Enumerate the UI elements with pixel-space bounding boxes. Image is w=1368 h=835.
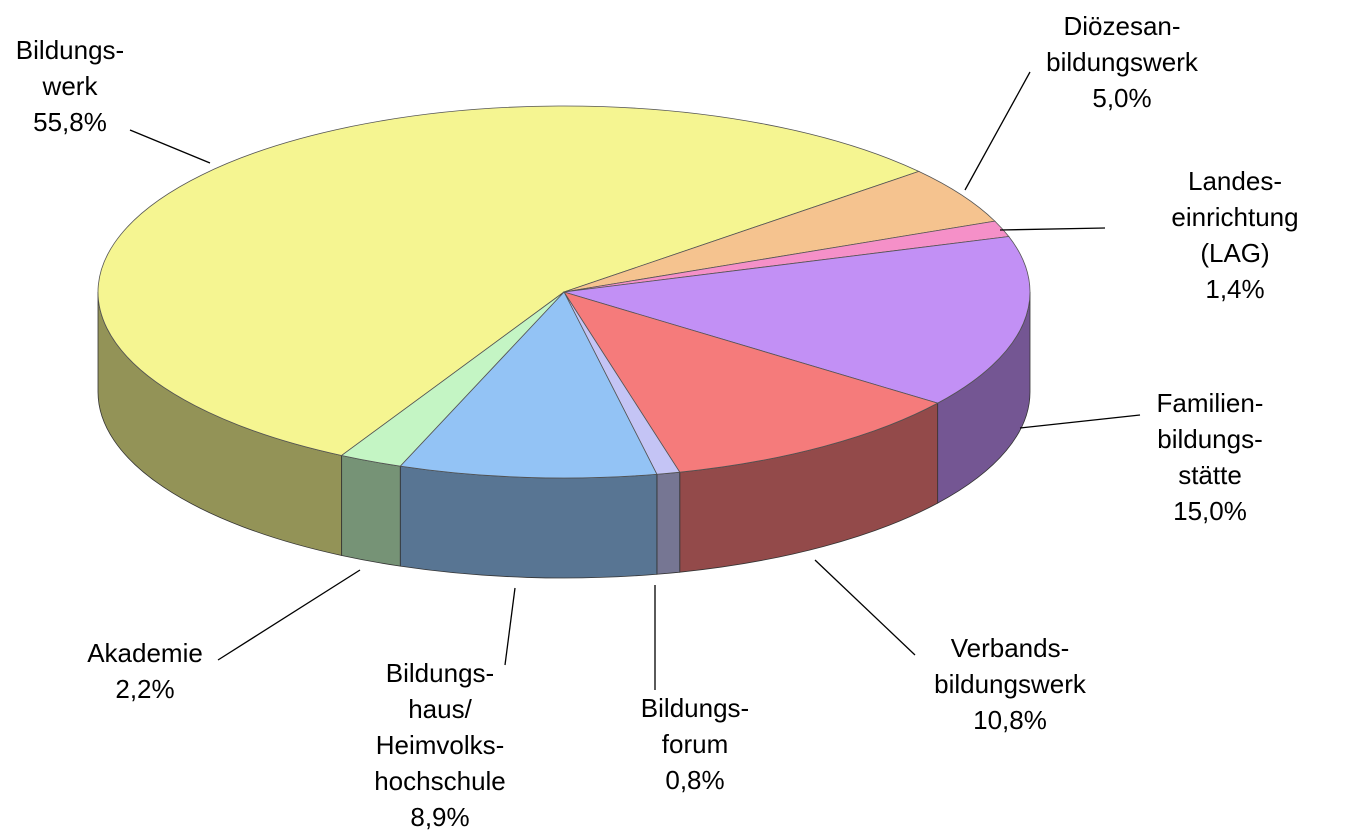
value-label: 55,8% [33,107,107,137]
pie-slice [399,291,658,479]
pie-slice-side [399,465,658,579]
value-label: 15,0% [1173,496,1247,526]
category-label: Akademie [87,638,203,668]
value-label: 0,8% [665,765,725,795]
slice-label: Diözesan- bildungswerk 5,0% [1046,8,1198,116]
pie-slice-side [341,454,401,567]
category-label: Bildungs- haus/ Heimvolks- hochschule [374,658,506,796]
category-label: Bildungs- forum [640,693,750,759]
pie-slice [563,170,996,293]
category-label: Verbands- bildungswerk [934,633,1086,699]
category-label: Landes- einrichtung (LAG) [1171,166,1299,268]
slice-label: Bildungs- haus/ Heimvolks- hochschule 8,9… [374,655,506,835]
leader-line [999,227,1106,231]
category-label: Bildungs- werk [15,35,125,101]
slice-label: Akademie 2,2% [87,635,203,707]
slice-label: Verbands- bildungswerk 10,8% [934,630,1086,738]
leader-line [217,569,361,661]
pie-slice [563,236,1031,404]
leader-line [504,587,516,666]
slice-label: Landes- einrichtung (LAG) 1,4% [1169,163,1302,307]
value-label: 1,4% [1205,274,1265,304]
value-label: 10,8% [973,705,1047,735]
pie-slice [340,291,565,467]
leader-line [1019,414,1141,429]
leader-line [814,559,916,656]
pie-slice [563,291,939,473]
value-label: 5,0% [1092,83,1152,113]
value-label: 2,2% [115,674,175,704]
leader-line [964,71,1031,191]
slice-label: Bildungs- werk 55,8% [16,32,124,140]
slice-label: Bildungs- forum 0,8% [641,690,749,798]
slice-label: Familien- bildungs- stätte 15,0% [1157,385,1264,529]
category-label: Diözesan- bildungswerk [1046,11,1198,77]
value-label: 8,9% [410,802,470,832]
pie-slice [97,105,920,456]
leader-line [129,129,211,164]
pie-slice-side [656,471,681,575]
category-label: Familien- bildungs- stätte [1156,388,1264,490]
